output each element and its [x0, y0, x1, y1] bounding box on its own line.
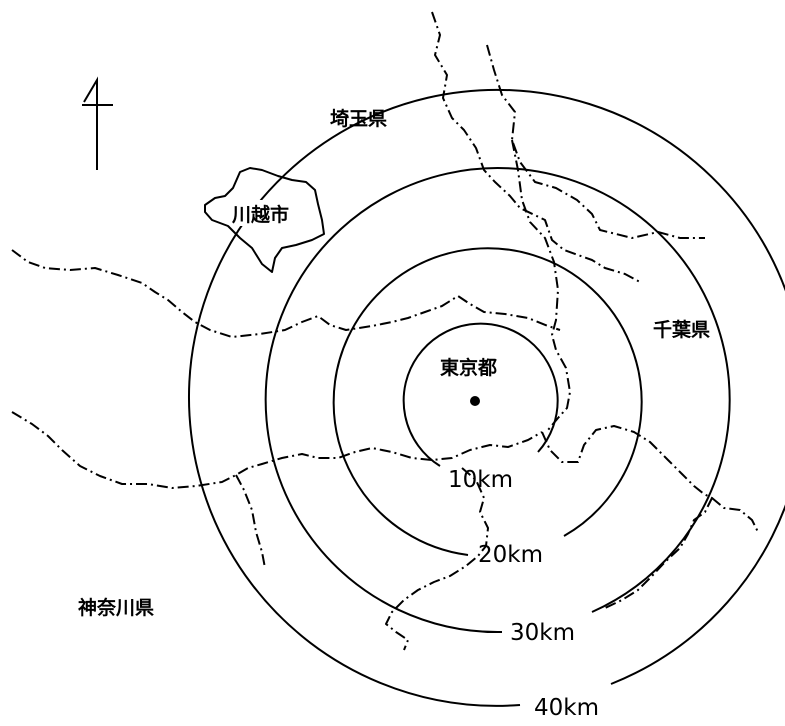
north-arrow-icon — [82, 76, 113, 170]
kawagoe-city-outline — [204, 167, 325, 273]
ring-30km — [264, 167, 731, 634]
boundary-saitama-tokyo — [11, 249, 561, 338]
ring-20km — [332, 247, 643, 556]
coast-chiba-east — [711, 497, 759, 533]
center-dot-icon — [470, 396, 480, 406]
distance-rings — [188, 88, 785, 707]
boundary-river-east — [486, 44, 705, 239]
label-ring-10km: 10km — [448, 467, 513, 493]
ring-40km — [188, 88, 785, 707]
label-kawagoe: 川越市 — [231, 203, 289, 226]
label-ring-20km: 20km — [478, 542, 543, 568]
kawagoe-label-bg — [230, 200, 304, 226]
label-kanagawa: 神奈川県 — [78, 596, 154, 619]
label-tokyo: 東京都 — [440, 356, 497, 379]
label-ring-30km: 30km — [510, 620, 575, 646]
label-chiba: 千葉県 — [653, 319, 710, 341]
ring-10km — [402, 322, 559, 467]
coast-tokyo-bay-west — [385, 467, 489, 651]
label-ring-40km: 40km — [534, 695, 599, 721]
boundary-edo-river — [511, 139, 571, 431]
coast-tokyo-bay-north — [541, 425, 713, 609]
prefecture-boundaries — [11, 11, 759, 651]
boundary-tokyo-kanagawa — [11, 411, 543, 489]
label-saitama: 埼玉県 — [330, 107, 387, 130]
boundary-saitama-chiba-north — [431, 11, 641, 283]
boundary-kanagawa-west — [235, 474, 266, 569]
